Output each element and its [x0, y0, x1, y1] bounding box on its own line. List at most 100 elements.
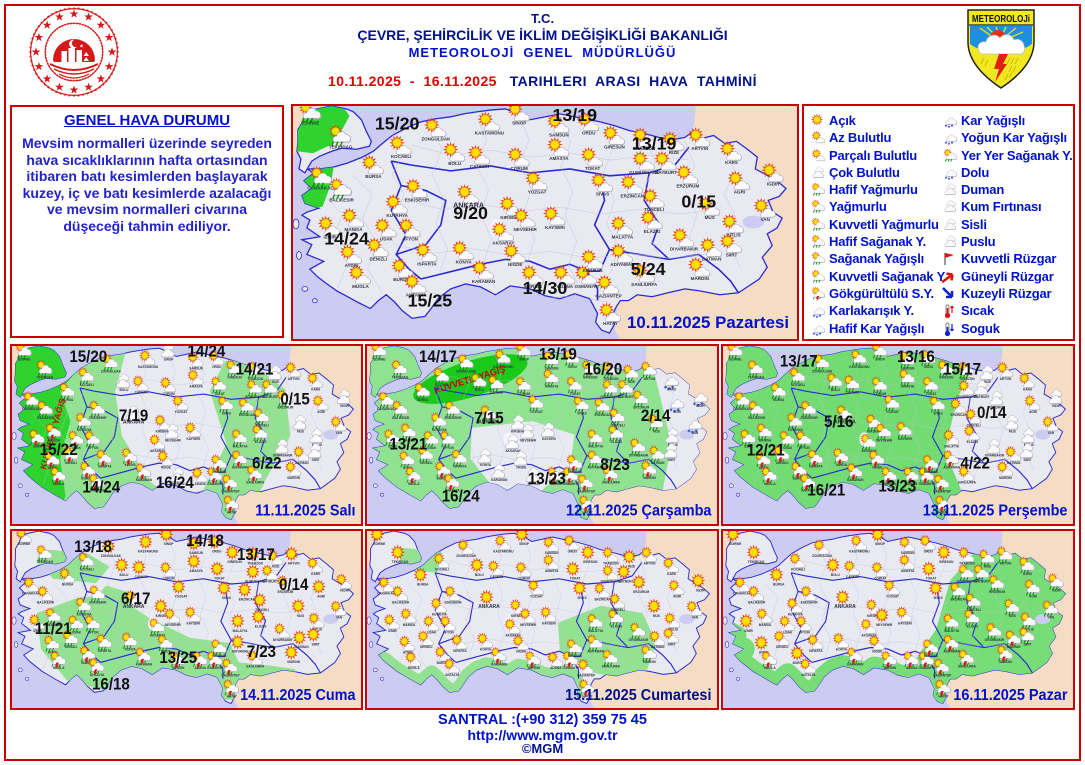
svg-text:KARS: KARS — [667, 572, 677, 576]
svg-text:AFYON: AFYON — [799, 630, 811, 634]
svg-text:BATMAN: BATMAN — [651, 461, 665, 465]
svg-text:SAMSUN: SAMSUN — [901, 366, 915, 370]
svg-text:SIVAS: SIVAS — [933, 411, 943, 415]
svg-text:METEOROLOJi: METEOROLOJi — [972, 13, 1030, 25]
svg-text:RIZE: RIZE — [272, 380, 280, 384]
svg-text:KARAMAN: KARAMAN — [136, 662, 153, 666]
svg-text:GAZIANTEP: GAZIANTEP — [595, 294, 621, 299]
svg-text:SAMSUN: SAMSUN — [189, 551, 203, 555]
svg-text:BURSA: BURSA — [773, 398, 785, 402]
svg-text:KIRSEHIR: KIRSEHIR — [156, 614, 172, 618]
svg-text:DENIZLI: DENIZLI — [420, 645, 432, 649]
svg-text:BITLIS: BITLIS — [1024, 627, 1035, 631]
svg-text:GAZIANTEP: GAZIANTEP — [933, 489, 952, 493]
svg-text:KUTAHYA: KUTAHYA — [77, 612, 92, 616]
svg-text:5/16: 5/16 — [824, 414, 854, 432]
svg-text:13/19: 13/19 — [632, 133, 677, 153]
svg-text:KASTAMONU: KASTAMONU — [493, 550, 514, 554]
svg-text:AGRI: AGRI — [317, 410, 325, 414]
svg-text:NIGDE: NIGDE — [161, 465, 172, 469]
svg-text:BATMAN: BATMAN — [1007, 645, 1021, 649]
svg-text:11/21: 11/21 — [35, 621, 72, 639]
svg-text:KARS: KARS — [725, 160, 738, 165]
svg-text:13.11.2025 Perşembe: 13.11.2025 Perşembe — [923, 502, 1068, 520]
svg-text:ANKARA: ANKARA — [478, 419, 500, 425]
svg-text:YOZGAT: YOZGAT — [886, 410, 899, 414]
svg-text:NEVSEHIR: NEVSEHIR — [876, 623, 893, 627]
svg-text:GAZIANTEP: GAZIANTEP — [933, 674, 952, 678]
svg-text:ZONGULDAK: ZONGULDAK — [101, 369, 122, 373]
svg-text:MARDIN: MARDIN — [643, 660, 656, 664]
svg-text:SANLIURFA: SANLIURFA — [246, 665, 265, 669]
svg-text:ERZINCAN: ERZINCAN — [239, 597, 256, 601]
svg-text:RIZE: RIZE — [984, 380, 992, 384]
svg-text:BOLU: BOLU — [475, 573, 485, 577]
svg-text:ARTVIN: ARTVIN — [1000, 561, 1012, 565]
svg-text:BURSA: BURSA — [417, 582, 429, 586]
svg-text:ADIYAMAN: ADIYAMAN — [587, 465, 604, 469]
svg-text:SAMSUN: SAMSUN — [189, 366, 203, 370]
svg-text:GAZIANTEP: GAZIANTEP — [577, 489, 596, 493]
svg-text:AGRI: AGRI — [317, 594, 325, 598]
svg-text:ESKISEHIR: ESKISEHIR — [89, 600, 107, 604]
svg-text:NIGDE: NIGDE — [516, 465, 527, 469]
svg-text:KUTAHYA: KUTAHYA — [788, 612, 804, 616]
svg-text:MALATYA: MALATYA — [944, 629, 960, 633]
svg-text:CANAKKALE: CANAKKALE — [377, 407, 398, 411]
svg-text:BAYBURT: BAYBURT — [618, 395, 633, 399]
svg-text:MUS: MUS — [297, 614, 305, 618]
svg-text:RIZE: RIZE — [628, 380, 636, 384]
svg-text:ELAZIG: ELAZIG — [611, 440, 623, 444]
svg-text:MUGLA: MUGLA — [53, 482, 65, 486]
svg-text:SIVAS: SIVAS — [933, 596, 943, 600]
svg-text:YOZGAT: YOZGAT — [175, 410, 188, 414]
svg-text:ZONGULDAK: ZONGULDAK — [456, 554, 477, 558]
svg-text:KARS: KARS — [667, 387, 677, 391]
svg-text:BOLU: BOLU — [448, 161, 461, 166]
svg-text:CANAKKALE: CANAKKALE — [377, 591, 398, 595]
svg-text:ERZINCAN: ERZINCAN — [239, 413, 256, 417]
svg-text:BURSA: BURSA — [62, 582, 74, 586]
svg-text:BALIKESIR: BALIKESIR — [37, 416, 55, 420]
svg-text:MERSIN: MERSIN — [172, 666, 185, 670]
svg-text:ANTALYA: ANTALYA — [445, 673, 460, 677]
svg-text:NIGDE: NIGDE — [161, 650, 172, 654]
svg-text:13/19: 13/19 — [552, 105, 597, 125]
svg-text:ANKARA: ANKARA — [123, 419, 145, 425]
svg-text:15/25: 15/25 — [408, 291, 453, 311]
svg-text:ELAZIG: ELAZIG — [255, 440, 267, 444]
svg-text:CORUM: CORUM — [163, 576, 175, 580]
svg-text:NEVSEHIR: NEVSEHIR — [165, 438, 182, 442]
svg-text:9/20: 9/20 — [453, 203, 488, 223]
svg-text:VAN: VAN — [692, 431, 699, 435]
svg-text:MARDIN: MARDIN — [643, 476, 656, 480]
svg-text:CANKIRI: CANKIRI — [470, 164, 489, 169]
svg-text:AYDIN: AYDIN — [345, 263, 359, 268]
svg-text:14/24: 14/24 — [324, 229, 369, 249]
svg-text:AFYON: AFYON — [799, 446, 811, 450]
svg-text:ERZINCAN: ERZINCAN — [621, 193, 645, 198]
svg-text:SIIRT: SIIRT — [1023, 642, 1031, 646]
svg-text:ORDU: ORDU — [212, 550, 222, 554]
svg-text:SINOP: SINOP — [512, 121, 526, 126]
svg-text:KARAMAN: KARAMAN — [847, 478, 864, 482]
svg-text:SIVAS: SIVAS — [222, 596, 232, 600]
svg-text:7/23: 7/23 — [247, 644, 277, 662]
svg-text:ELAZIG: ELAZIG — [255, 624, 267, 628]
svg-text:KAYSERI: KAYSERI — [187, 437, 201, 441]
svg-text:CANKIRI: CANKIRI — [490, 575, 503, 579]
svg-text:BALIKESIR: BALIKESIR — [37, 600, 55, 604]
svg-text:YOZGAT: YOZGAT — [530, 594, 543, 598]
svg-text:MUGLA: MUGLA — [352, 284, 369, 289]
svg-text:KMARAS: KMARAS — [924, 470, 939, 474]
svg-text:GUMUSHANE: GUMUSHANE — [601, 395, 622, 399]
svg-text:KONYA: KONYA — [125, 463, 137, 467]
svg-text:IGDIR: IGDIR — [696, 588, 705, 592]
svg-text:GUMUSHANE: GUMUSHANE — [245, 395, 266, 399]
svg-text:KOCAELI: KOCAELI — [791, 567, 805, 571]
svg-text:TRABZON: TRABZON — [959, 561, 975, 565]
svg-text:BOLU: BOLU — [120, 388, 130, 392]
svg-text:ARTVIN: ARTVIN — [288, 561, 300, 565]
svg-text:NEVSEHIR: NEVSEHIR — [520, 438, 537, 442]
svg-text:IGDIR: IGDIR — [340, 588, 349, 592]
